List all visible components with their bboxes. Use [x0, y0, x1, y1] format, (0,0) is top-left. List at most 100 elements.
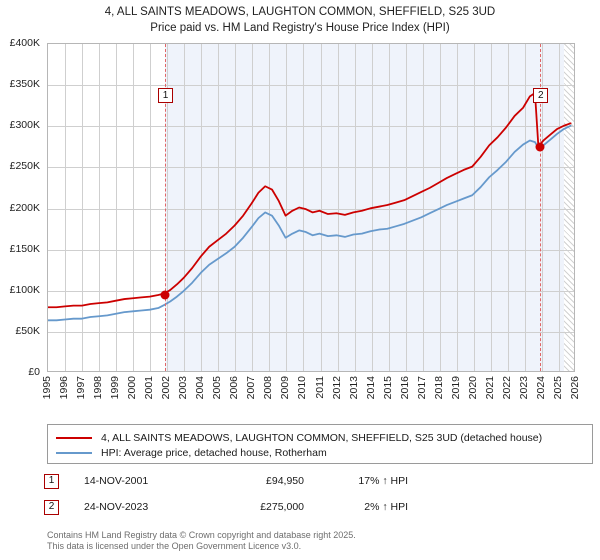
x-axis-tick-label: 2009	[279, 376, 292, 400]
grid-line-vertical	[490, 44, 492, 371]
transaction-delta-1: 17% ↑ HPI	[358, 475, 408, 487]
x-axis-tick-label: 2002	[160, 376, 173, 400]
grid-line-vertical	[184, 44, 186, 371]
x-axis-tick-label: 2021	[483, 376, 496, 400]
x-axis-tick-label: 2004	[194, 376, 207, 400]
x-axis-tick-label: 2023	[517, 376, 530, 400]
transaction-badge-1: 1	[44, 474, 59, 489]
grid-line-horizontal	[48, 85, 574, 87]
grid-line-horizontal	[48, 290, 574, 292]
y-axis-tick-label: £100K	[9, 283, 40, 296]
y-axis-tick-label: £400K	[9, 37, 40, 49]
event-badge-2[interactable]: 2	[533, 88, 549, 103]
x-axis-tick-label: 2000	[126, 376, 139, 400]
x-axis-tick-label: 2022	[500, 376, 513, 400]
x-axis-tick-label: 2006	[228, 376, 241, 400]
grid-line-vertical	[473, 44, 475, 371]
transaction-list: 1 14-NOV-2001 £94,950 17% ↑ HPI 2 24-NOV…	[44, 472, 600, 524]
title-line-2: Price paid vs. HM Land Registry's House …	[150, 22, 450, 34]
legend-item-hpi: HPI: Average price, detached house, Roth…	[56, 446, 584, 460]
x-axis-tick-label: 2014	[364, 376, 377, 400]
x-axis-tick-label: 1996	[58, 376, 71, 400]
chart-legend: 4, ALL SAINTS MEADOWS, LAUGHTON COMMON, …	[47, 424, 593, 464]
legend-item-property: 4, ALL SAINTS MEADOWS, LAUGHTON COMMON, …	[56, 431, 584, 445]
table-row: 1 14-NOV-2001 £94,950 17% ↑ HPI	[44, 472, 600, 498]
x-axis-tick-label: 2020	[466, 376, 479, 400]
x-axis-tick-label: 2007	[245, 376, 258, 400]
grid-line-vertical	[456, 44, 458, 371]
transaction-date-1: 14-NOV-2001	[84, 475, 149, 487]
grid-line-horizontal	[48, 331, 574, 333]
chart-area: £0 £50K £100K £150K £200K £250K £300K £350K £400…	[0, 36, 600, 399]
x-axis-tick-label: 2015	[381, 376, 394, 400]
x-axis-tick-label: 2010	[296, 376, 309, 400]
copyright-footer: Contains HM Land Registry data © Crown c…	[47, 530, 587, 552]
event-line-2	[540, 44, 542, 371]
x-axis-tick-label: 2003	[177, 376, 190, 400]
footer-line-2: This data is licensed under the Open Gov…	[47, 541, 302, 551]
x-axis-tick-label: 2012	[330, 376, 343, 400]
x-axis-tick-label: 2026	[569, 376, 581, 400]
x-axis-tick-label: 2008	[262, 376, 275, 400]
x-axis-tick-label: 2005	[211, 376, 224, 400]
grid-line-vertical	[218, 44, 220, 371]
x-axis-tick-label: 2001	[143, 376, 156, 400]
event-point-1	[160, 290, 170, 300]
x-axis-tick-label: 2016	[398, 376, 411, 400]
x-axis-tick-label: 2017	[415, 376, 428, 400]
grid-line-horizontal	[48, 167, 574, 169]
y-axis-tick-label: £350K	[9, 78, 40, 91]
y-axis-tick-label: £150K	[9, 242, 40, 255]
grid-line-vertical	[99, 44, 101, 371]
grid-line-vertical	[133, 44, 135, 371]
grid-line-vertical	[65, 44, 67, 371]
footer-line-1: Contains HM Land Registry data © Crown c…	[47, 530, 356, 540]
x-axis-tick-label: 1999	[109, 376, 122, 400]
grid-line-horizontal	[48, 249, 574, 251]
transaction-date-2: 24-NOV-2023	[84, 501, 149, 513]
grid-line-vertical	[167, 44, 169, 371]
x-axis-tick-label: 1995	[41, 376, 53, 400]
ownership-shading	[165, 44, 574, 371]
legend-label-property: 4, ALL SAINTS MEADOWS, LAUGHTON COMMON, …	[101, 432, 543, 444]
series-line	[48, 124, 572, 322]
grid-line-vertical	[269, 44, 271, 371]
x-axis-tick-label: 2019	[449, 376, 462, 400]
x-axis-tick-label: 1998	[92, 376, 105, 400]
event-point-2	[535, 142, 545, 152]
x-axis-tick-label: 2011	[313, 376, 326, 399]
grid-line-horizontal	[48, 208, 574, 210]
y-axis-tick-label: £300K	[9, 119, 40, 132]
grid-line-vertical	[82, 44, 84, 371]
series-line	[48, 92, 572, 309]
grid-line-vertical	[235, 44, 237, 371]
x-axis-tick-label: 2018	[432, 376, 445, 400]
page-title: 4, ALL SAINTS MEADOWS, LAUGHTON COMMON, …	[0, 4, 600, 36]
event-badge-1[interactable]: 1	[158, 88, 173, 103]
grid-line-vertical	[524, 44, 526, 371]
transaction-price-2: £275,000	[260, 501, 304, 513]
provisional-data-hatching	[564, 44, 574, 371]
grid-line-horizontal	[48, 126, 574, 128]
grid-line-vertical	[286, 44, 288, 371]
x-axis-tick-label: 2024	[534, 376, 547, 400]
grid-line-vertical	[388, 44, 390, 371]
grid-line-vertical	[320, 44, 322, 371]
series-lines	[48, 92, 572, 322]
grid-line-vertical	[252, 44, 254, 371]
y-axis-labels: £0 £50K £100K £150K £200K £250K £300K £350K £400…	[0, 37, 44, 378]
x-axis-tick-label: 2025	[551, 376, 564, 400]
grid-line-vertical	[150, 44, 152, 371]
event-line-1	[165, 44, 166, 371]
grid-line-vertical	[558, 44, 560, 371]
y-axis-tick-label: £50K	[15, 324, 40, 337]
legend-swatch-property	[56, 437, 92, 439]
grid-line-vertical	[337, 44, 339, 371]
grid-line-vertical	[541, 44, 543, 371]
transaction-badge-2: 2	[44, 500, 59, 515]
transaction-price-1: £94,950	[266, 475, 304, 487]
table-row: 2 24-NOV-2023 £275,000 2% ↑ HPI	[44, 498, 600, 524]
x-axis-tick-label: 2013	[347, 376, 360, 400]
